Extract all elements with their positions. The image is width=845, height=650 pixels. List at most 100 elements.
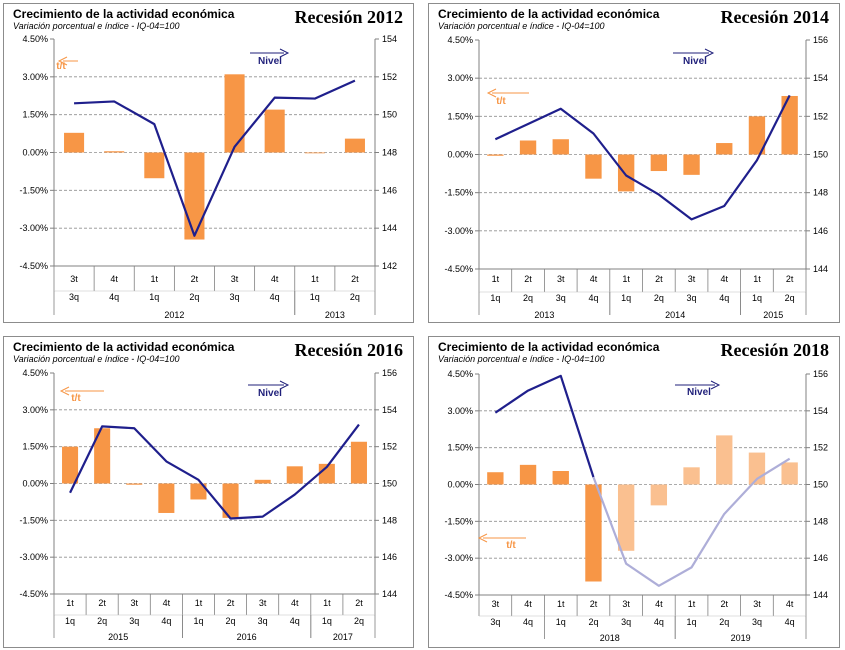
quarter-label-es: 2t: [590, 599, 598, 609]
bar: [254, 479, 271, 484]
quarter-label-en: 4q: [290, 616, 300, 626]
quarter-label-es: 4t: [786, 599, 794, 609]
tt-arrow-head: [486, 88, 497, 98]
bar: [190, 483, 207, 500]
right-tick-label: 146: [813, 226, 828, 236]
right-tick-label: 146: [382, 552, 397, 562]
bar: [781, 95, 798, 155]
left-tick-label: -1.50%: [19, 515, 48, 525]
quarter-label-es: 2t: [351, 274, 359, 284]
bar: [716, 435, 733, 485]
quarter-label-en: 1q: [556, 617, 566, 627]
left-tick-label: 3.00%: [22, 72, 48, 82]
bar: [304, 152, 325, 154]
quarter-label-es: 3t: [70, 274, 78, 284]
nivel-arrow-head: [710, 380, 721, 390]
chart-canvas: 4.50% 156 3.00% 154 1.50% 152 0.00% 150 -1.50% 14…: [19, 368, 397, 642]
left-tick-label: 1.50%: [22, 442, 48, 452]
chart-panel-2018: Crecimiento de la actividad económica Var…: [428, 336, 840, 648]
chart-canvas: 4.50% 154 3.00% 152 1.50% 150 0.00% 148 -1.50% 14…: [19, 34, 397, 320]
left-tick-label: -1.50%: [444, 188, 473, 198]
left-tick-label: 1.50%: [447, 443, 473, 453]
bar: [487, 472, 504, 485]
quarter-label-en: 4q: [161, 616, 171, 626]
year-label: 2016: [237, 632, 257, 642]
quarter-label-en: 4q: [588, 293, 598, 303]
quarter-label-en: 3q: [129, 616, 139, 626]
right-tick-label: 154: [382, 405, 397, 415]
bar: [650, 154, 668, 172]
bar: [781, 462, 798, 485]
year-label: 2013: [534, 310, 554, 320]
left-tick-label: 4.50%: [22, 368, 48, 378]
legend-tt: t/t: [506, 540, 516, 551]
recession-badge: Recesión 2012: [294, 7, 403, 27]
level-line: [74, 79, 356, 237]
left-tick-label: 4.50%: [447, 369, 473, 379]
bar: [104, 151, 125, 153]
left-tick-label: 0.00%: [447, 150, 473, 160]
quarter-label-es: 2t: [227, 598, 235, 608]
bar: [94, 428, 111, 484]
legend-nivel: Nivel: [258, 56, 282, 67]
right-tick-label: 156: [813, 369, 828, 379]
right-tick-label: 152: [382, 72, 397, 82]
bar: [286, 466, 303, 484]
left-tick-label: -3.00%: [19, 223, 48, 233]
legend-tt: t/t: [71, 393, 81, 404]
right-tick-label: 156: [813, 35, 828, 45]
bar: [650, 484, 668, 506]
quarter-label-es: 4t: [590, 274, 598, 284]
quarter-label-es: 1t: [66, 598, 74, 608]
year-label: 2012: [164, 310, 184, 320]
quarter-label-en: 3q: [258, 616, 268, 626]
quarter-label-es: 2t: [655, 274, 663, 284]
level-line-projection: [592, 457, 791, 587]
bar: [585, 484, 602, 582]
bar: [617, 154, 635, 192]
bar: [519, 464, 537, 485]
left-tick-label: 4.50%: [22, 34, 48, 44]
right-tick-label: 152: [813, 111, 828, 121]
level-line: [494, 374, 595, 478]
right-tick-label: 146: [382, 185, 397, 195]
recession-badge: Recesión 2018: [720, 340, 829, 360]
bar: [683, 467, 700, 485]
chart-panel-2016: Crecimiento de la actividad económica Var…: [3, 336, 414, 648]
chart-title: Crecimiento de la actividad económica: [13, 7, 235, 21]
level-line: [69, 423, 360, 520]
quarter-label-es: 3t: [688, 274, 696, 284]
quarter-label-en: 2q: [189, 292, 199, 302]
year-label: 2014: [665, 310, 685, 320]
legend-tt: t/t: [496, 96, 506, 107]
quarter-label-en: 3q: [687, 293, 697, 303]
quarter-label-en: 3q: [69, 292, 79, 302]
quarter-label-en: 3q: [490, 617, 500, 627]
quarter-label-en: 1q: [149, 292, 159, 302]
chart-canvas: 4.50% 156 3.00% 154 1.50% 152 0.00% 150 -1.50% 14…: [444, 35, 828, 320]
left-tick-label: 3.00%: [22, 405, 48, 415]
bar: [184, 152, 205, 240]
year-label: 2019: [731, 633, 751, 643]
chart-subtitle: Variación porcentual e índice - IQ-04=10…: [13, 354, 180, 364]
bar: [350, 441, 367, 484]
quarter-label-en: 4q: [785, 617, 795, 627]
quarter-label-es: 4t: [524, 599, 532, 609]
bar: [552, 470, 569, 485]
bar: [144, 152, 165, 179]
year-label: 2018: [600, 633, 620, 643]
bar: [683, 154, 700, 175]
quarter-label-es: 3t: [622, 599, 630, 609]
chart-panel-2014: Crecimiento de la actividad económica Var…: [428, 3, 840, 323]
quarter-label-es: 3t: [492, 599, 500, 609]
left-tick-label: -4.50%: [19, 589, 48, 599]
right-tick-label: 144: [813, 264, 828, 274]
right-tick-label: 146: [813, 553, 828, 563]
left-tick-label: -3.00%: [444, 553, 473, 563]
left-tick-label: -3.00%: [444, 226, 473, 236]
quarter-label-es: 4t: [110, 274, 118, 284]
left-tick-label: -1.50%: [19, 185, 48, 195]
bar: [224, 74, 245, 153]
bar: [552, 139, 569, 155]
quarter-label-en: 4q: [523, 617, 533, 627]
